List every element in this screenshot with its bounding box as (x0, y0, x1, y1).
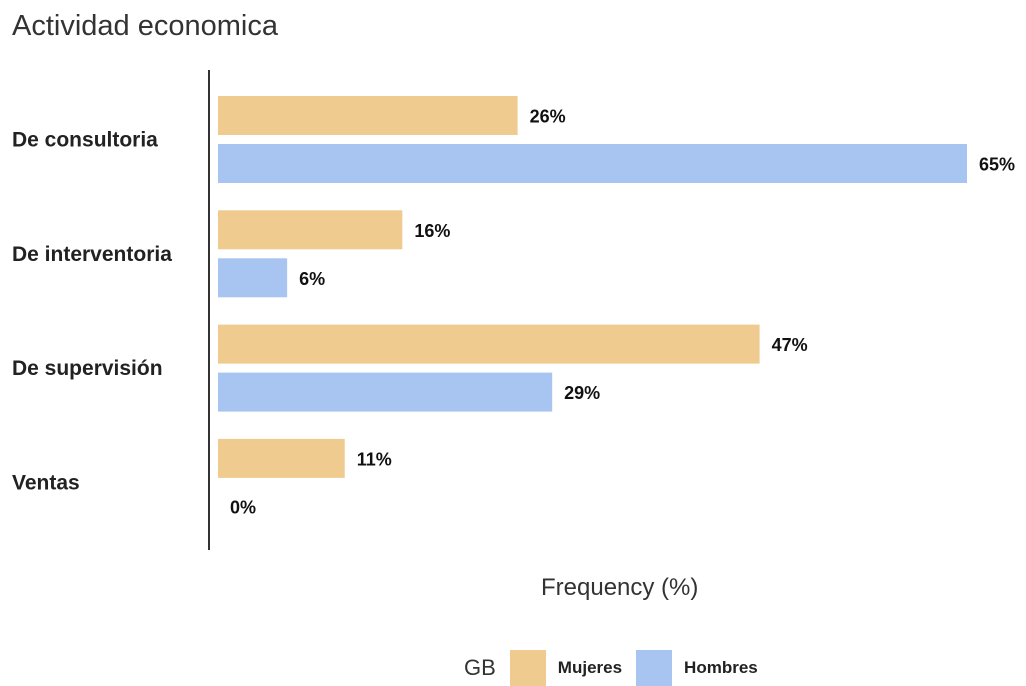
value-label-mujeres-ventas: 11% (357, 449, 392, 469)
legend-item-hombres: Hombres (636, 650, 758, 686)
value-label-mujeres-de-supervision: 47% (772, 335, 808, 355)
value-label-hombres-de-consultoria: 65% (979, 155, 1015, 175)
chart-title: Actividad economica (12, 10, 278, 42)
bar-mujeres-de-interventoria (218, 210, 403, 250)
bar-mujeres-ventas (218, 438, 345, 478)
value-label-hombres-de-interventoria: 6% (299, 269, 325, 289)
bar-mujeres-de-consultoria (218, 96, 518, 135)
value-label-hombres-ventas: 0% (230, 497, 256, 517)
legend-swatch-mujeres (509, 650, 546, 686)
legend-item-mujeres: Mujeres (509, 650, 623, 686)
bar-hombres-de-supervision (218, 372, 553, 412)
category-label-de-interventoria: De interventoria (12, 243, 172, 266)
category-label-ventas: Ventas (12, 471, 80, 494)
x-axis-title: Frequency (%) (541, 574, 699, 601)
category-label-de-supervision: De supervisión (12, 357, 163, 380)
value-label-mujeres-de-interventoria: 16% (414, 221, 450, 241)
bar-hombres-de-interventoria (218, 258, 288, 298)
value-labels: 26% 65% 16% 6% 47% 29% 11% 0% (230, 107, 1015, 518)
legend-swatch-hombres (636, 650, 673, 686)
category-label-de-consultoria: De consultoria (12, 129, 158, 152)
category-labels: De consultoria De interventoria De supervi… (12, 129, 172, 495)
legend: GB Mujeres Hombres (464, 650, 772, 686)
bar-mujeres-de-supervision (218, 324, 760, 364)
value-label-mujeres-de-consultoria: 26% (530, 107, 566, 127)
legend-title: GB (464, 655, 496, 680)
legend-label-hombres: Hombres (684, 658, 758, 677)
value-label-hombres-de-supervision: 29% (564, 383, 600, 403)
bars (218, 96, 967, 478)
bar-hombres-de-consultoria (218, 144, 967, 183)
legend-label-mujeres: Mujeres (557, 658, 623, 677)
